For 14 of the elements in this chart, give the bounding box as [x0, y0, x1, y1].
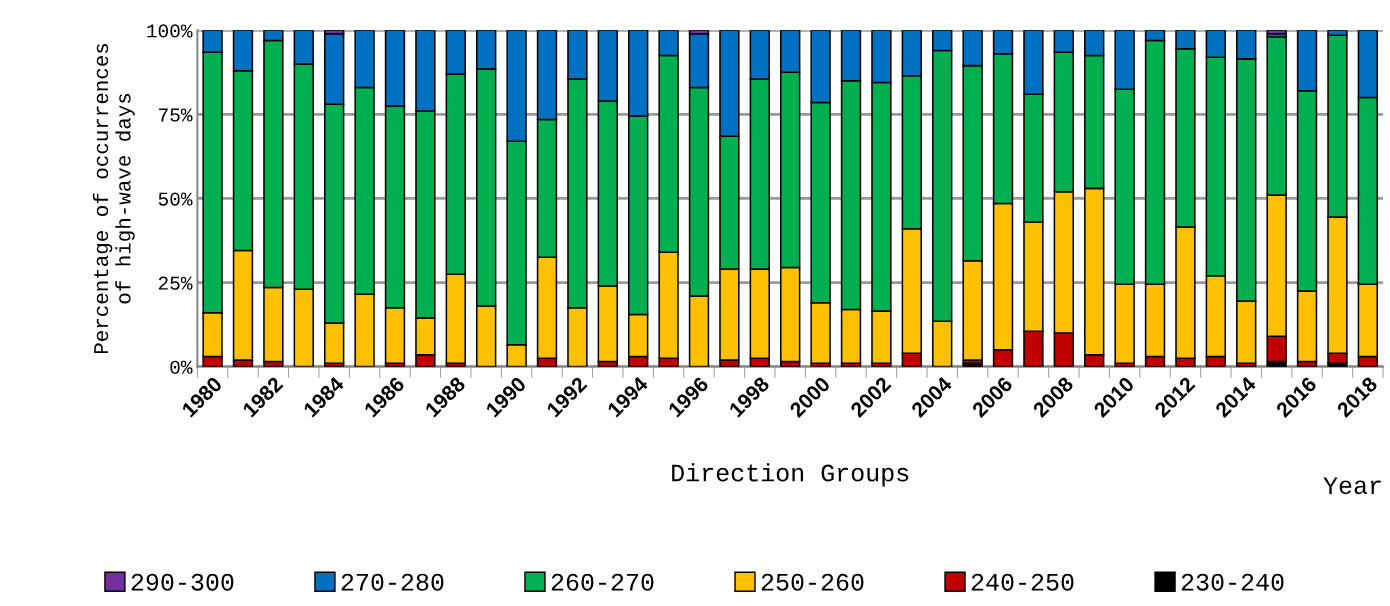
- x-axis-title: Direction Groups: [672, 463, 909, 487]
- legend-label: 260-270: [551, 573, 654, 591]
- legend-label: 250-260: [761, 573, 864, 591]
- y-tick-label: 75%: [159, 108, 193, 122]
- legend-label: 290-300: [131, 573, 234, 591]
- y-tick-label: 25%: [158, 276, 193, 290]
- y-tick-label: 100%: [147, 24, 193, 38]
- y-tick-label: 0%: [170, 360, 193, 374]
- text: Year: [1323, 477, 1381, 495]
- y-tick-label: 50%: [158, 192, 193, 206]
- y-axis-title: Percentage of occurrences of high-wave days: [92, 43, 135, 354]
- legend-label: 240-250: [971, 573, 1074, 591]
- legend-label: 230-240: [1181, 573, 1284, 591]
- legend-label: 270-280: [341, 573, 444, 591]
